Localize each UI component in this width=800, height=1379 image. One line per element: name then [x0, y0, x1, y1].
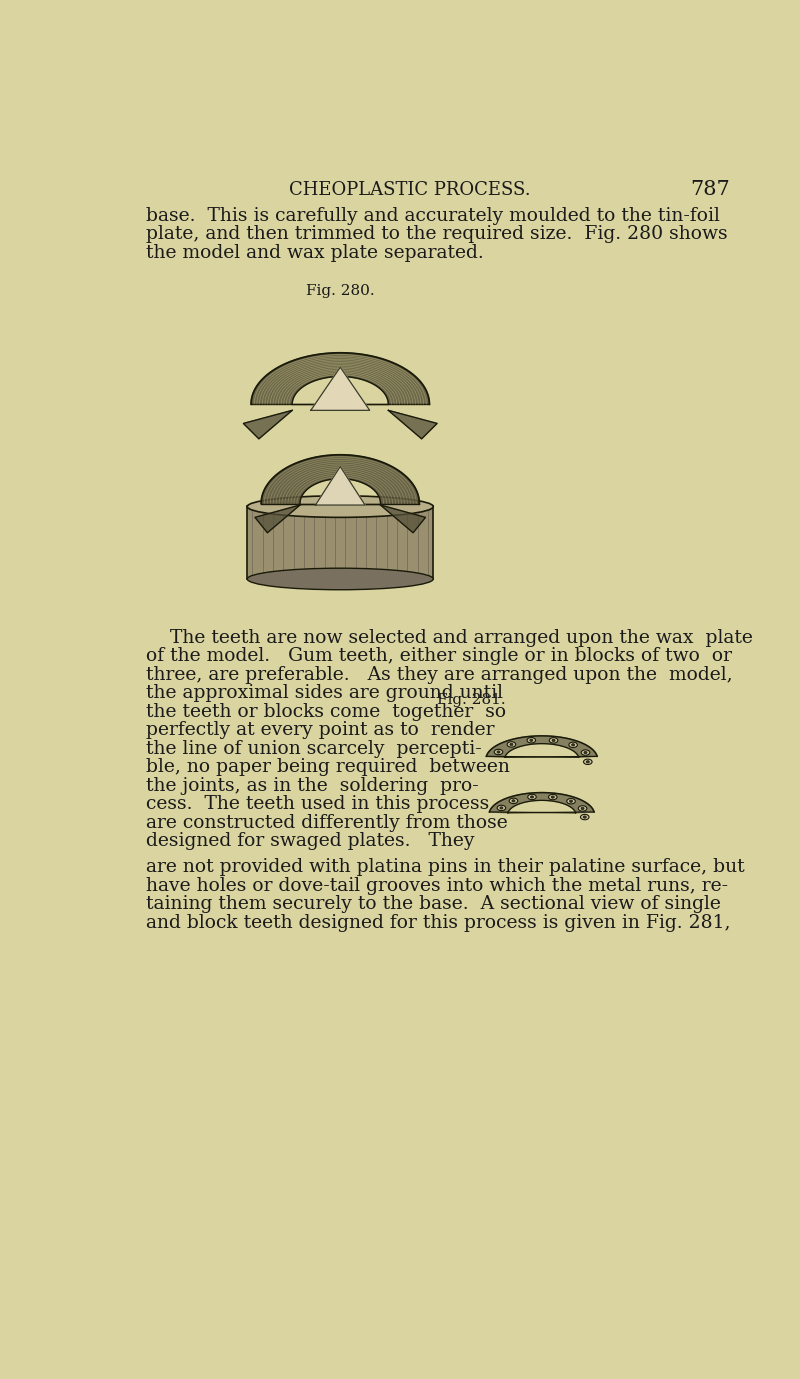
Ellipse shape [247, 568, 434, 590]
Ellipse shape [497, 750, 500, 753]
Polygon shape [310, 367, 370, 411]
Text: the model and wax plate separated.: the model and wax plate separated. [146, 244, 484, 262]
Ellipse shape [582, 750, 590, 756]
Text: Fig. 280.: Fig. 280. [306, 284, 374, 298]
Polygon shape [255, 505, 300, 532]
Ellipse shape [578, 805, 587, 811]
Ellipse shape [583, 758, 592, 764]
Text: are not provided with platina pins in their palatine surface, but: are not provided with platina pins in th… [146, 858, 745, 876]
Text: and block teeth designed for this process is given in Fig. 281,: and block teeth designed for this proces… [146, 914, 731, 932]
Text: taining them securely to the base.  A sectional view of single: taining them securely to the base. A sec… [146, 895, 722, 913]
Ellipse shape [497, 805, 506, 811]
Text: of the model.   Gum teeth, either single or in blocks of two  or: of the model. Gum teeth, either single o… [146, 647, 733, 665]
Text: ble, no paper being required  between: ble, no paper being required between [146, 758, 510, 776]
Ellipse shape [566, 798, 575, 804]
Polygon shape [315, 466, 365, 505]
Text: perfectly at every point as to  render: perfectly at every point as to render [146, 721, 495, 739]
Ellipse shape [551, 796, 554, 798]
Ellipse shape [509, 798, 518, 804]
Polygon shape [388, 411, 437, 439]
Ellipse shape [512, 800, 515, 803]
Text: base.  This is carefully and accurately moulded to the tin-foil: base. This is carefully and accurately m… [146, 207, 720, 225]
Text: are constructed differently from those: are constructed differently from those [146, 814, 508, 832]
Polygon shape [490, 793, 594, 812]
Ellipse shape [500, 807, 503, 809]
Text: Fig. 281.: Fig. 281. [437, 694, 506, 707]
Text: the line of union scarcely  percepti-: the line of union scarcely percepti- [146, 739, 482, 757]
Text: the joints, as in the  soldering  pro-: the joints, as in the soldering pro- [146, 776, 479, 794]
Polygon shape [486, 736, 597, 757]
Text: three, are preferable.   As they are arranged upon the  model,: three, are preferable. As they are arran… [146, 666, 733, 684]
Ellipse shape [507, 742, 516, 747]
Text: CHEOPLASTIC PROCESS.: CHEOPLASTIC PROCESS. [289, 181, 531, 199]
Text: designed for swaged plates.   They: designed for swaged plates. They [146, 832, 475, 851]
Ellipse shape [581, 807, 584, 809]
Polygon shape [243, 411, 292, 439]
Text: 787: 787 [690, 179, 730, 199]
Ellipse shape [583, 816, 586, 818]
Text: The teeth are now selected and arranged upon the wax  plate: The teeth are now selected and arranged … [146, 629, 754, 647]
Text: the teeth or blocks come  together  so: the teeth or blocks come together so [146, 703, 506, 721]
Text: plate, and then trimmed to the required size.  Fig. 280 shows: plate, and then trimmed to the required … [146, 225, 728, 244]
Ellipse shape [586, 761, 590, 763]
Polygon shape [381, 505, 426, 532]
Ellipse shape [581, 815, 589, 819]
Ellipse shape [570, 800, 573, 803]
Ellipse shape [584, 752, 587, 754]
Ellipse shape [527, 738, 535, 743]
Text: cess.  The teeth used in this process: cess. The teeth used in this process [146, 796, 490, 814]
Ellipse shape [552, 739, 555, 742]
Text: the approximal sides are ground until: the approximal sides are ground until [146, 684, 503, 702]
Bar [247, 506, 434, 579]
Ellipse shape [550, 738, 558, 743]
Ellipse shape [530, 796, 534, 798]
Ellipse shape [571, 743, 574, 746]
Ellipse shape [530, 739, 533, 742]
Ellipse shape [510, 743, 513, 746]
Ellipse shape [569, 742, 578, 747]
Text: have holes or dove-tail grooves into which the metal runs, re-: have holes or dove-tail grooves into whi… [146, 877, 729, 895]
Ellipse shape [549, 794, 557, 800]
Ellipse shape [528, 794, 536, 800]
Polygon shape [251, 353, 430, 404]
Ellipse shape [494, 749, 502, 754]
Ellipse shape [247, 496, 434, 517]
Polygon shape [262, 455, 419, 503]
